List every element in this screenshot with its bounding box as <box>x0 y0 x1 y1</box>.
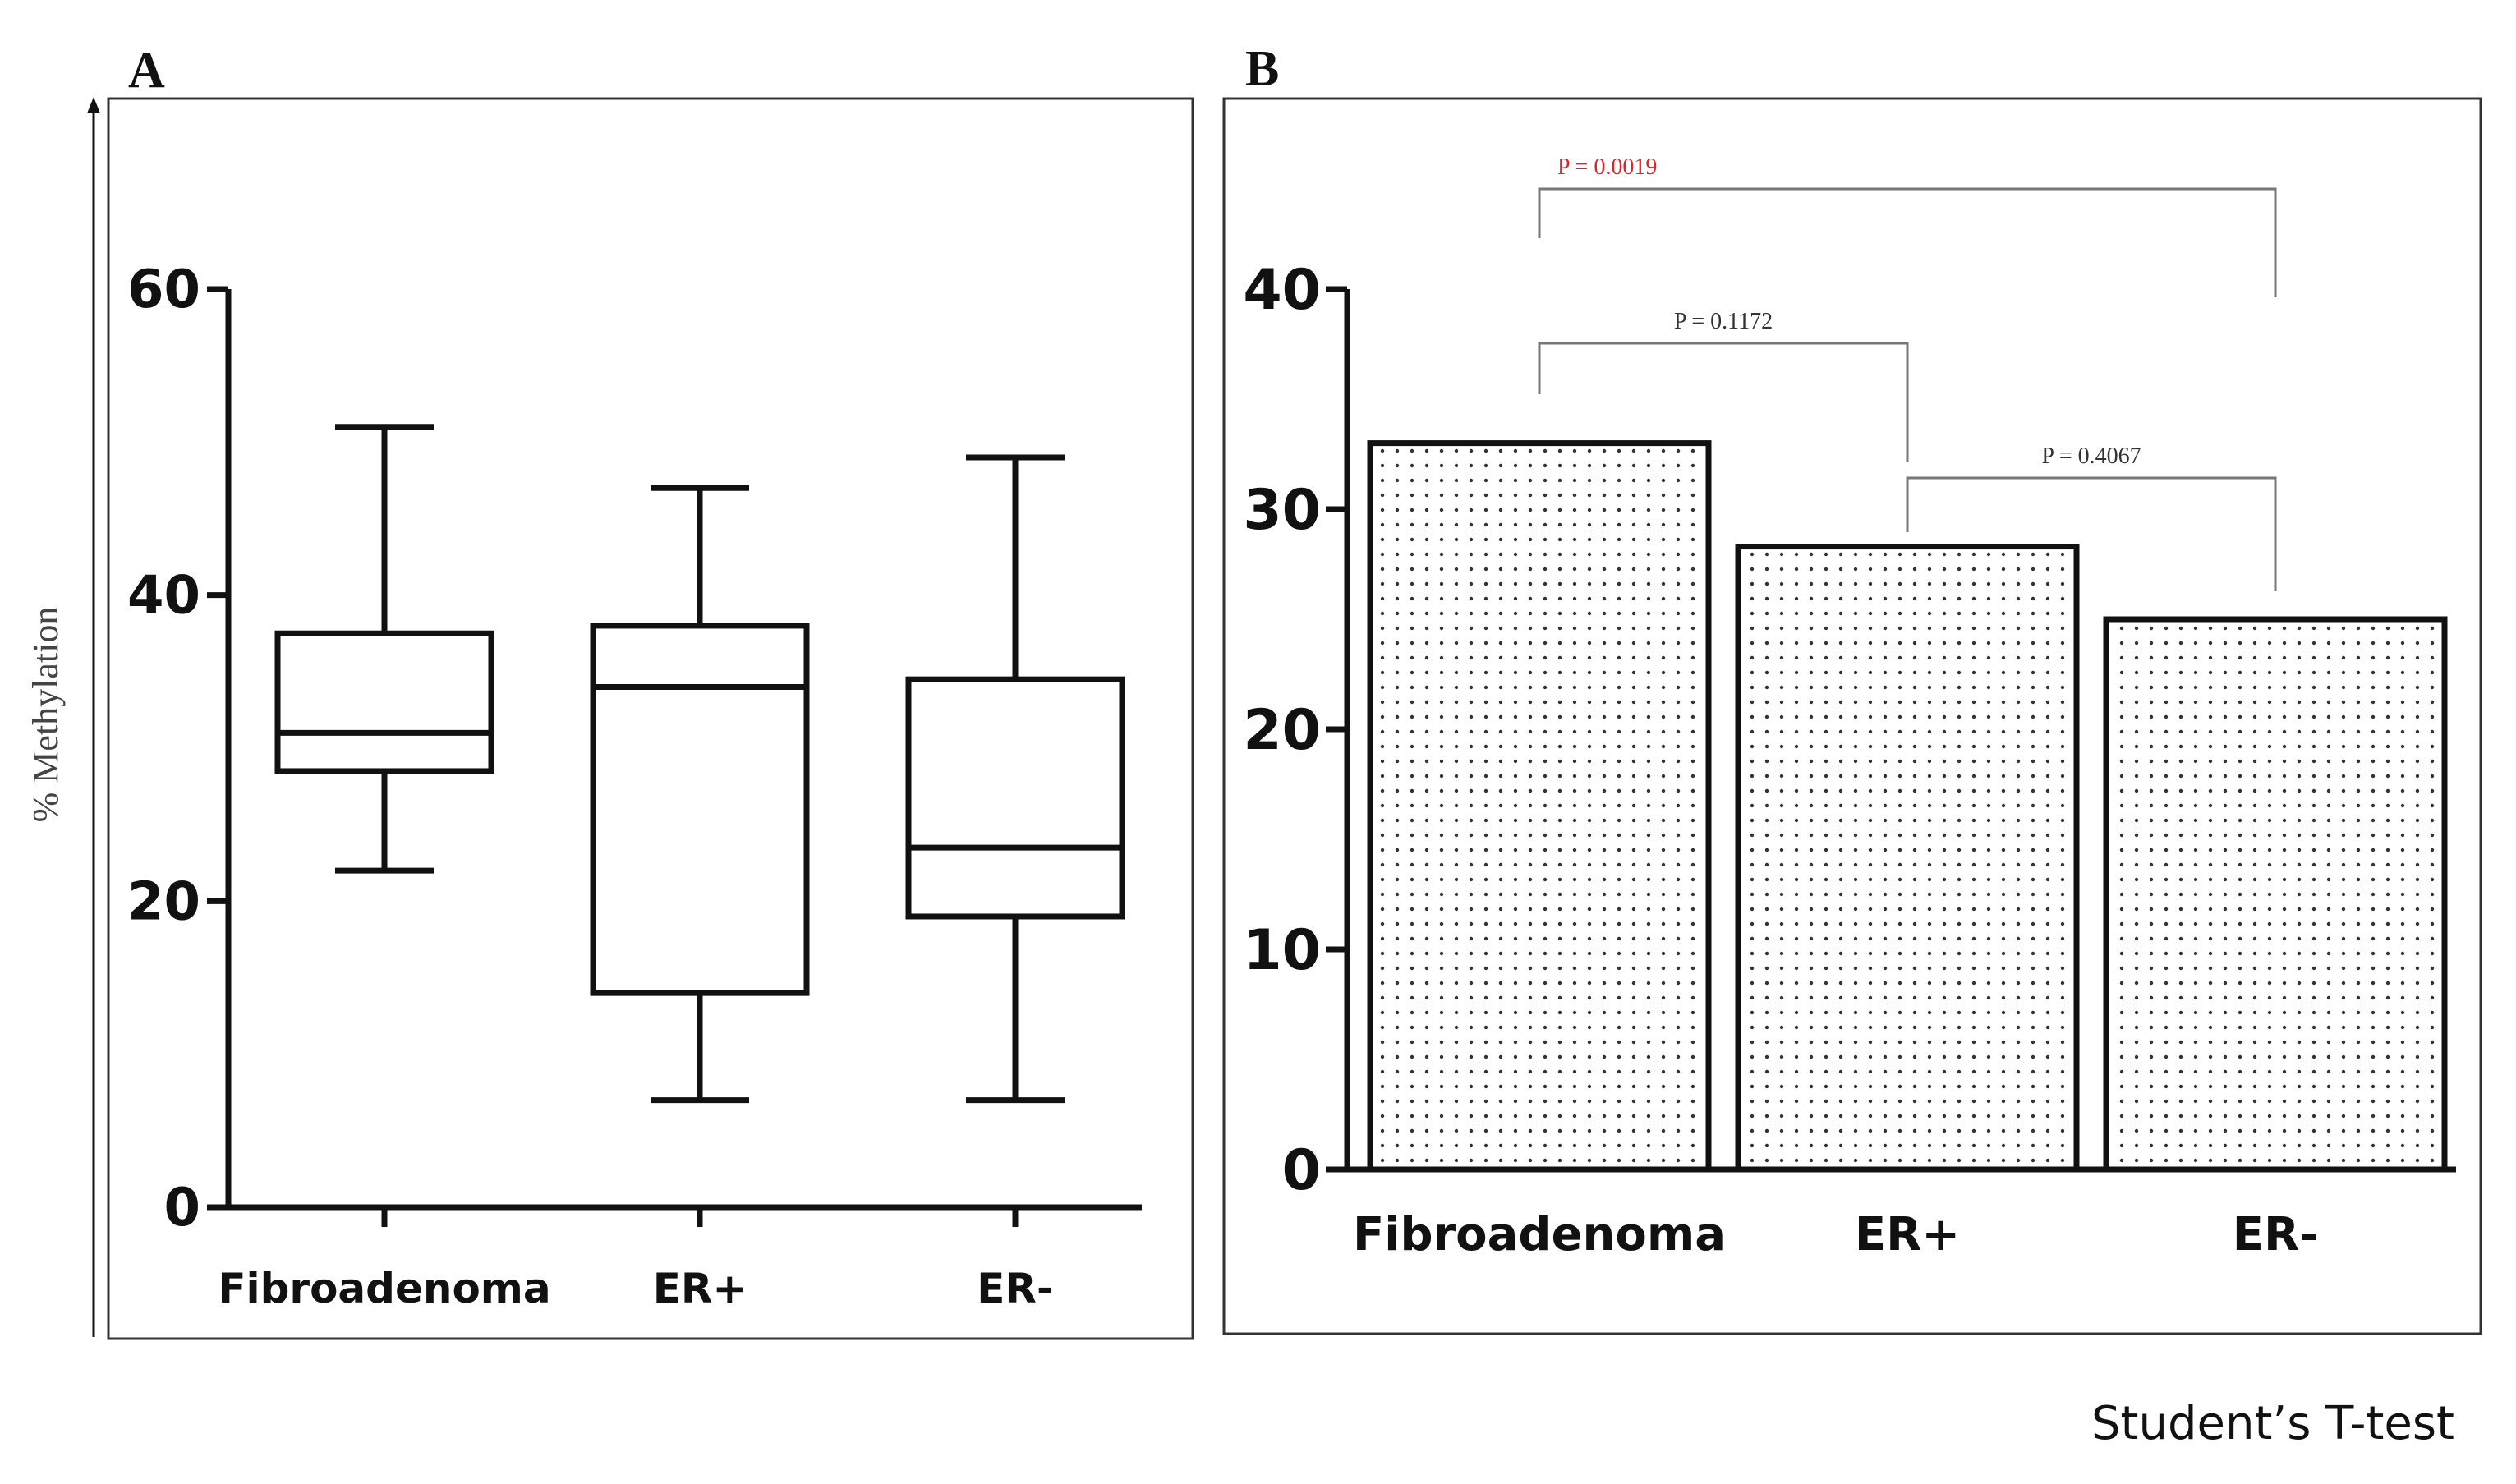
p-value-label: P = 0.0019 <box>1557 154 1657 180</box>
bar-er <box>2103 616 2448 1173</box>
box-plot: 0 20 40 60 Fibroadenoma ER+ ER- <box>127 260 1142 1312</box>
bar-chart: 0 10 20 30 40 Fibroadenoma ER+ ER- P = 0.0019 P =… <box>1243 154 2456 1261</box>
x-tick-label: ER+ <box>653 1265 747 1312</box>
y-tick-label: 0 <box>1282 1138 1321 1203</box>
box-er <box>590 485 810 1104</box>
panel-b-letter: B <box>1245 41 1279 97</box>
y-axis-title: % Methylation <box>25 607 66 823</box>
x-tick-label: ER- <box>977 1265 1053 1312</box>
comparison-bracket <box>1906 476 2277 591</box>
comparison-bracket <box>1538 187 2277 297</box>
y-tick-label: 40 <box>127 566 200 627</box>
y-tick-label: 60 <box>127 260 200 320</box>
y-arrow <box>87 97 100 1337</box>
iqr-box <box>905 676 1125 920</box>
iqr-box <box>590 623 810 996</box>
iqr-box <box>274 630 494 774</box>
bar-fibroadenoma <box>1367 440 1712 1173</box>
y-tick-label: 20 <box>1243 698 1321 763</box>
y-tick-label: 30 <box>1243 478 1321 543</box>
y-tick-label: 10 <box>1243 918 1321 983</box>
x-tick-label: ER- <box>2233 1208 2319 1261</box>
p-value-label: P = 0.4067 <box>2041 443 2141 469</box>
box-er <box>905 454 1125 1104</box>
panel-a-letter: A <box>128 43 165 99</box>
panel-b: B 0 10 20 30 40 Fibroadenoma ER+ ER- P = 0.0019 P… <box>1222 41 2482 1335</box>
footer-note: Student’s T-test <box>2091 1397 2454 1450</box>
y-tick-label: 40 <box>1243 258 1321 323</box>
p-value-label: P = 0.1172 <box>1674 309 1773 334</box>
y-tick-label: 0 <box>163 1178 200 1238</box>
y-tick-label: 20 <box>127 871 200 932</box>
panel-b-frame <box>1222 97 2482 1335</box>
comparison-bracket <box>1538 342 1909 462</box>
box-fibroadenoma <box>274 424 494 874</box>
x-tick-label: Fibroadenoma <box>218 1265 550 1312</box>
x-tick-label: ER+ <box>1855 1208 1960 1261</box>
panel-a: A % Methylation 0 20 40 60 Fibroadenoma ER+ ER… <box>25 43 1194 1340</box>
x-tick-label: Fibroadenoma <box>1353 1208 1726 1261</box>
panel-a-frame <box>107 97 1194 1340</box>
bar-er <box>1735 544 2080 1173</box>
